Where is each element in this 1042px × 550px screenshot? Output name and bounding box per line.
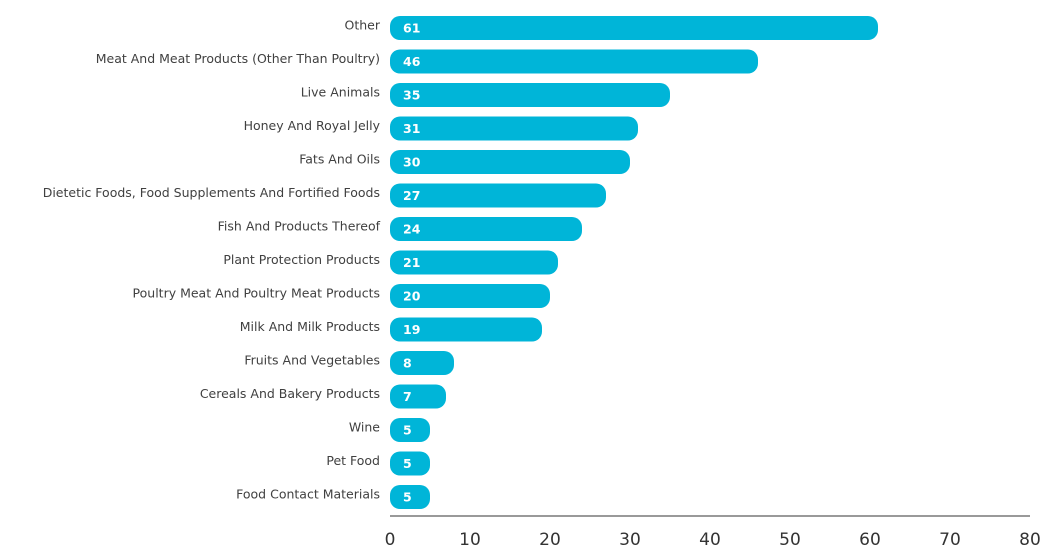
data-label: 24: [403, 222, 421, 237]
x-tick-label: 40: [699, 530, 721, 550]
y-tick-label: Fruits And Vegetables: [244, 353, 380, 368]
y-tick-label: Poultry Meat And Poultry Meat Products: [133, 286, 380, 301]
x-tick-label: 70: [939, 530, 961, 550]
x-tick-label: 30: [619, 530, 641, 550]
bar: [390, 317, 542, 342]
data-label: 19: [403, 322, 420, 337]
bar: [390, 49, 758, 74]
bar: [390, 16, 878, 40]
bar: [390, 284, 550, 308]
data-label: 5: [403, 490, 412, 505]
data-label: 8: [403, 356, 412, 371]
bar: [390, 250, 558, 275]
data-label: 20: [403, 289, 421, 304]
y-tick-label: Dietetic Foods, Food Supplements And For…: [43, 185, 380, 200]
data-label: 46: [403, 54, 421, 69]
bar: [390, 418, 430, 442]
x-tick-label: 80: [1019, 530, 1041, 550]
data-label: 35: [403, 88, 420, 103]
y-tick-label: Fish And Products Thereof: [218, 219, 381, 234]
bar: [390, 451, 430, 476]
data-label: 30: [403, 155, 421, 170]
y-tick-label: Plant Protection Products: [223, 252, 380, 267]
x-tick-label: 50: [779, 530, 801, 550]
x-tick-label: 20: [539, 530, 561, 550]
y-tick-label: Milk And Milk Products: [240, 319, 380, 334]
y-tick-label: Fats And Oils: [299, 152, 380, 167]
bar: [390, 183, 606, 208]
x-tick-label: 0: [385, 530, 396, 550]
y-tick-label: Food Contact Materials: [236, 487, 380, 502]
bar: [390, 217, 582, 241]
y-tick-label: Honey And Royal Jelly: [244, 118, 381, 133]
data-label: 27: [403, 188, 420, 203]
y-tick-label: Cereals And Bakery Products: [200, 386, 380, 401]
data-label: 5: [403, 456, 412, 471]
y-tick-label: Pet Food: [326, 453, 380, 468]
y-tick-label: Other: [345, 18, 381, 33]
bar: [390, 83, 670, 107]
data-label: 61: [403, 21, 420, 36]
x-tick-label: 10: [459, 530, 481, 550]
bar: [390, 116, 638, 141]
bar: [390, 485, 430, 509]
data-label: 31: [403, 121, 420, 136]
data-label: 21: [403, 255, 420, 270]
data-label: 7: [403, 389, 412, 404]
data-label: 5: [403, 423, 412, 438]
y-tick-label: Wine: [349, 420, 380, 435]
bar: [390, 384, 446, 409]
bar: [390, 150, 630, 174]
y-tick-label: Meat And Meat Products (Other Than Poult…: [96, 51, 380, 66]
x-tick-label: 60: [859, 530, 881, 550]
y-tick-label: Live Animals: [301, 85, 380, 100]
bar: [390, 351, 454, 375]
